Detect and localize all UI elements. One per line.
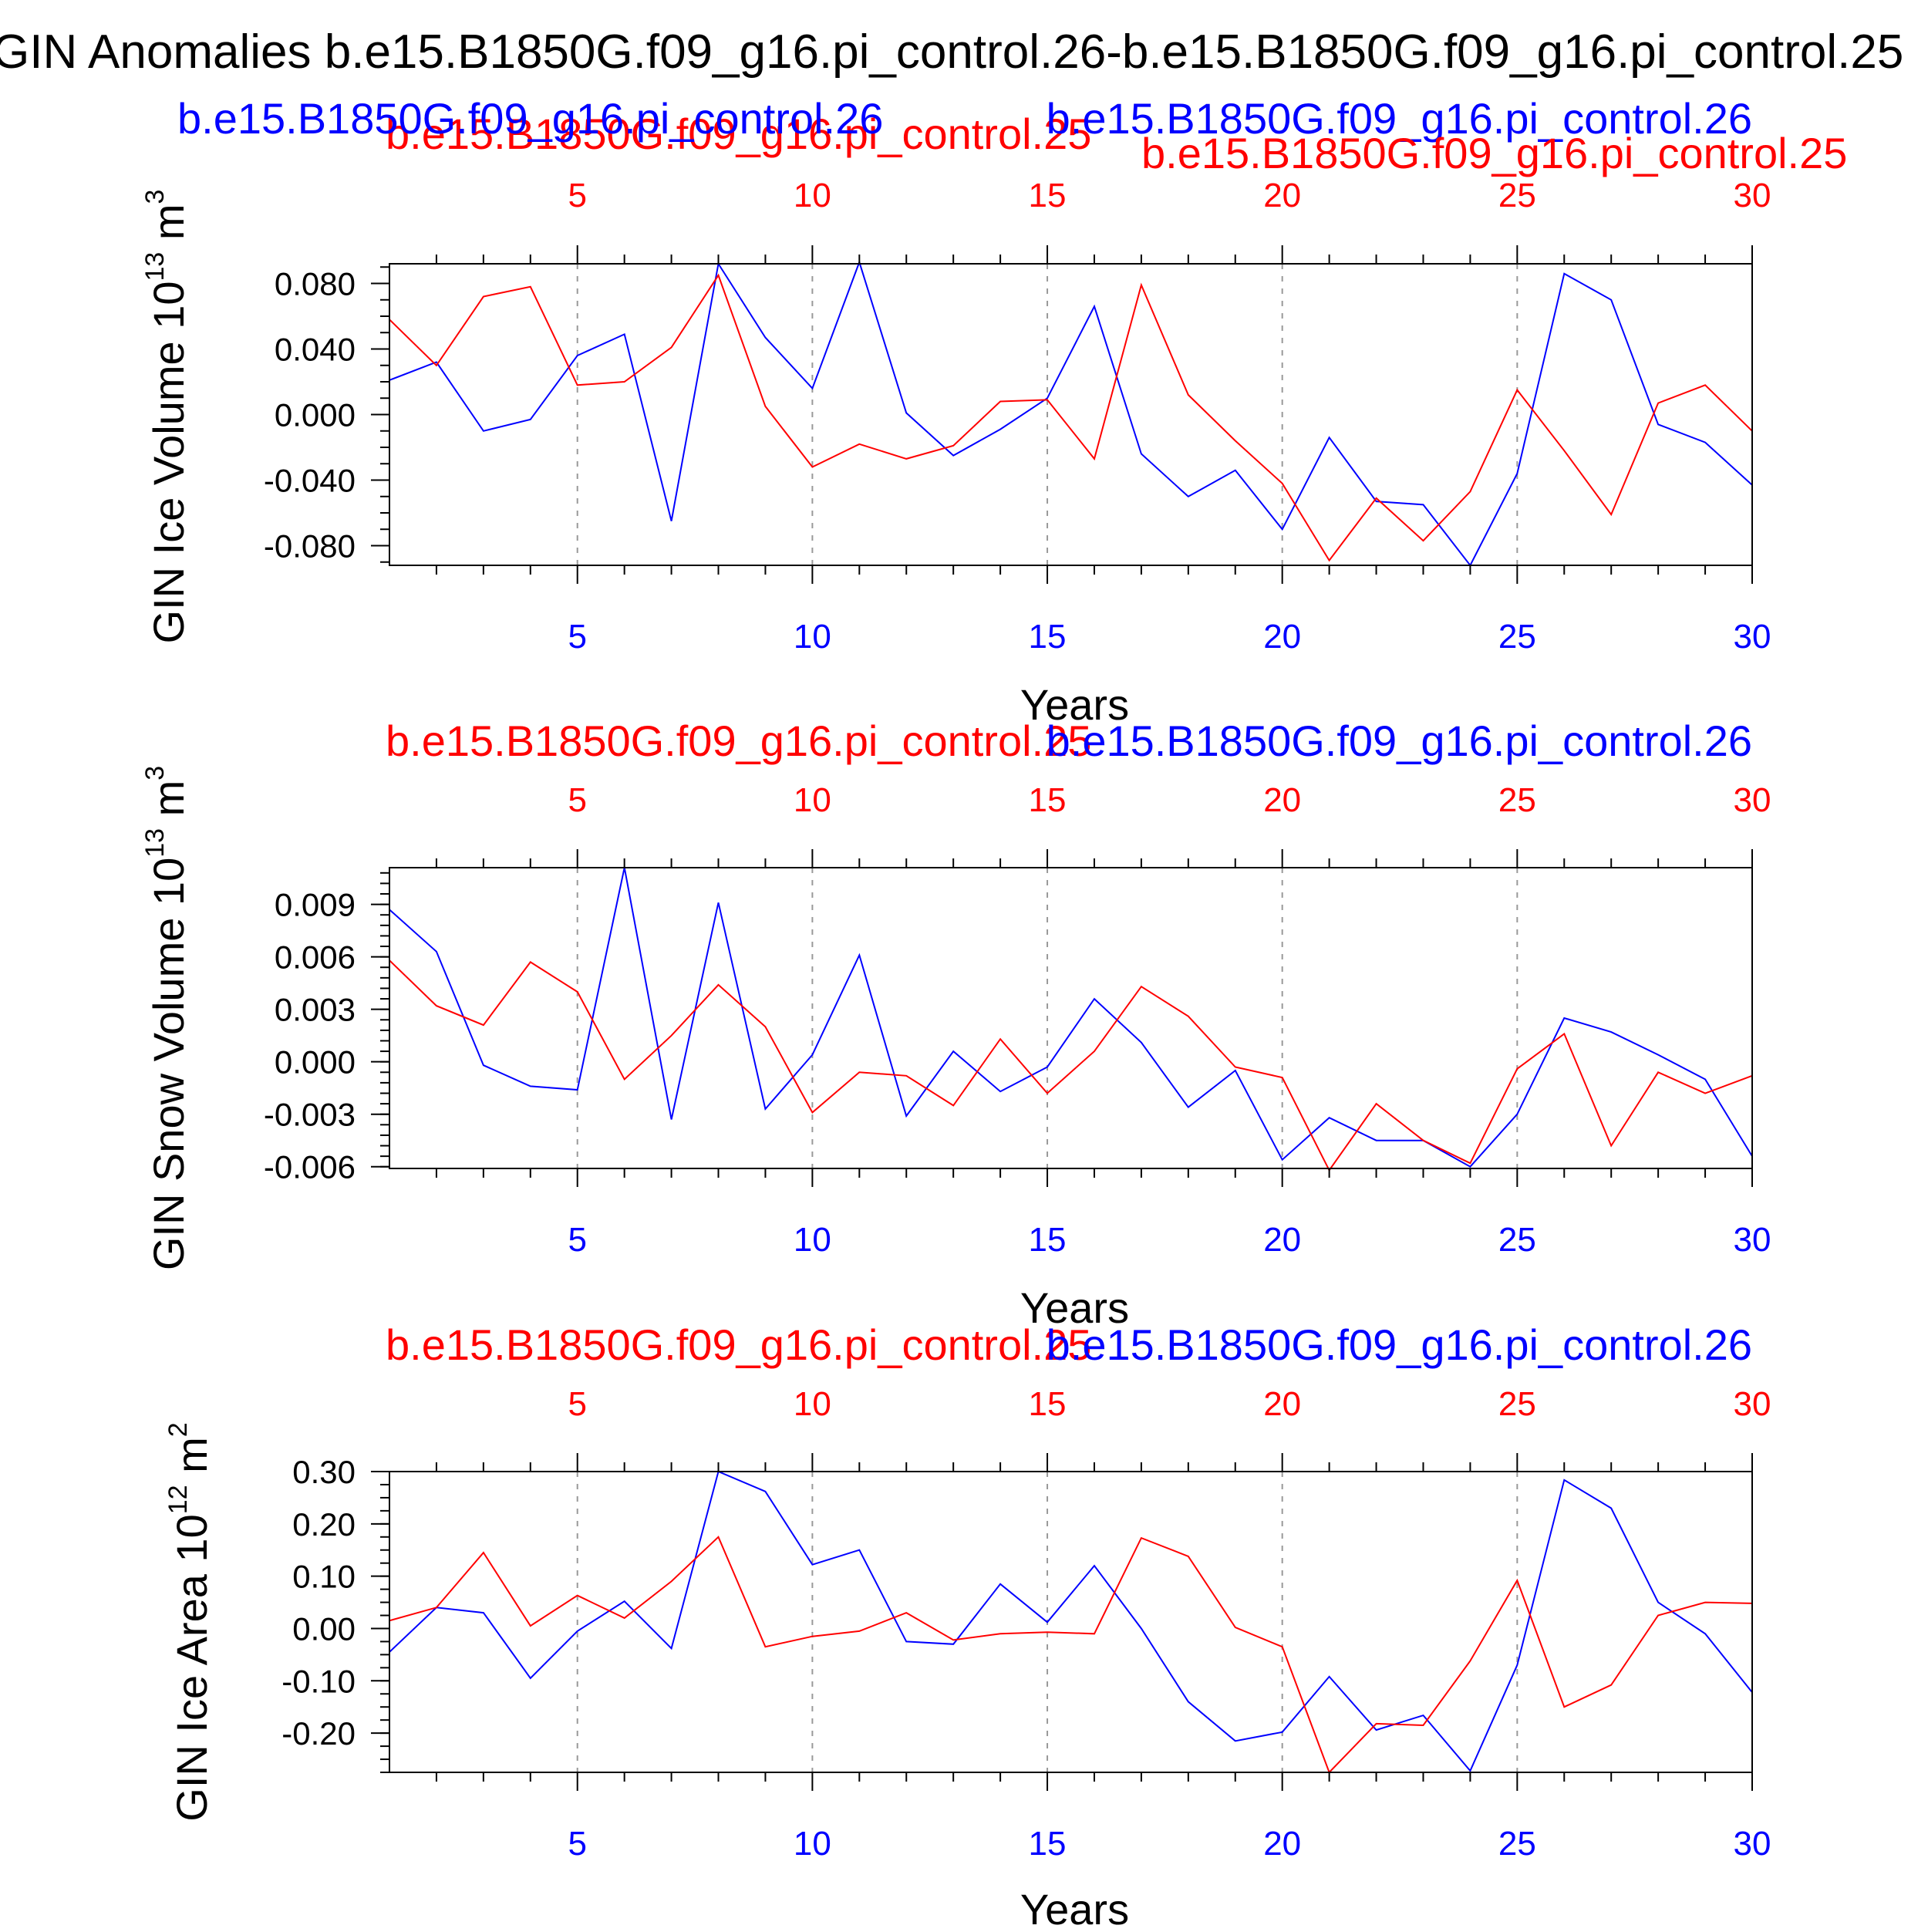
x-tick-label-top: 30 [1734,1385,1771,1423]
x-tick-label-bottom: 20 [1263,618,1301,656]
plot-frame [389,1472,1752,1772]
y-tick-label: 0.000 [275,1044,356,1081]
y-tick-label: 0.20 [292,1506,356,1543]
y-axis-label-part: 13 [140,252,170,282]
x-tick-label-top: 25 [1498,781,1536,819]
y-axis-label-part: GIN Ice Volume 10 [144,281,193,643]
series-line-run25 [389,960,1752,1170]
x-tick-label-top: 5 [568,177,586,214]
x-tick-label-top: 30 [1734,177,1771,214]
y-axis-label-part: 12 [163,1485,193,1514]
x-tick-label-top: 5 [568,781,586,819]
x-tick-label-bottom: 30 [1734,1825,1771,1863]
series-line-run25 [389,1537,1752,1772]
y-tick-label: -0.20 [281,1715,356,1752]
x-tick-label-top: 5 [568,1385,586,1423]
x-tick-label-top: 15 [1029,1385,1067,1423]
panel-2: 5 5 10 10 15 15 20 20 25 25 30 30 -0.006 -0.003 0.000 0… [140,716,1771,1332]
series-title-run26: b.e15.B1850G.f09_g16.pi_control.26 [177,94,883,143]
y-axis-label: GIN Ice Volume 1013 m3 [140,190,193,644]
y-axis-label: GIN Ice Area 1012 m2 [163,1422,216,1821]
x-tick-label-bottom: 25 [1498,618,1536,656]
x-tick-label-bottom: 5 [568,1825,586,1863]
x-tick-label-top: 10 [794,177,831,214]
y-tick-label: 0.080 [275,266,356,302]
series-title-run25: b.e15.B1850G.f09_g16.pi_control.25 [386,1320,1091,1369]
y-tick-label: 0.040 [275,332,356,368]
x-tick-label-top: 20 [1263,781,1301,819]
y-axis-label-part: 3 [140,190,170,204]
y-tick-label: -0.080 [264,528,356,565]
y-axis-label-part: 13 [140,828,170,858]
y-tick-label: -0.006 [264,1149,356,1185]
x-tick-label-bottom: 20 [1263,1221,1301,1259]
x-tick-label-top: 20 [1263,1385,1301,1423]
series-title-run26: b.e15.B1850G.f09_g16.pi_control.26 [1047,1320,1752,1369]
y-tick-label: 0.009 [275,887,356,923]
x-tick-label-top: 25 [1498,1385,1536,1423]
y-tick-label: 0.00 [292,1610,356,1647]
series-line-run26 [389,868,1752,1167]
x-tick-label-bottom: 20 [1263,1825,1301,1863]
x-tick-label-top: 10 [794,781,831,819]
series-line-run25 [389,275,1752,561]
x-tick-label-top: 20 [1263,177,1301,214]
series-line-run26 [389,262,1752,565]
series-title-run26: b.e15.B1850G.f09_g16.pi_control.26 [1047,716,1752,765]
x-tick-label-bottom: 25 [1498,1221,1536,1259]
y-tick-label: -0.003 [264,1097,356,1133]
y-tick-label: 0.006 [275,939,356,976]
y-axis-label-part: 2 [163,1422,193,1437]
x-tick-label-bottom: 15 [1029,1221,1067,1259]
x-tick-label-bottom: 30 [1734,618,1771,656]
y-tick-label: 0.000 [275,397,356,433]
figure-title: GIN Anomalies b.e15.B1850G.f09_g16.pi_co… [0,25,1903,79]
x-tick-label-bottom: 10 [794,1221,831,1259]
y-axis-label-part: 3 [140,766,170,781]
y-axis-label-part: m [144,781,193,828]
y-tick-label: 0.003 [275,992,356,1028]
x-tick-label-bottom: 10 [794,1825,831,1863]
y-tick-label: 0.30 [292,1454,356,1490]
chart-panels: 5510101515202025253030-0.080-0.0400.0000… [140,94,1847,1928]
y-axis-label-part: m [167,1437,216,1485]
y-axis-label-part: GIN Ice Area 10 [167,1514,216,1821]
series-title-run25: b.e15.B1850G.f09_g16.pi_control.25 [386,716,1091,765]
panel-1: 5 5 10 10 15 15 20 20 25 25 30 30 -0.080 -0.040 0.000 0… [140,94,1847,729]
y-axis-label: GIN Snow Volume 1013 m3 [140,766,193,1270]
y-tick-label: 0.10 [292,1559,356,1595]
x-tick-label-bottom: 5 [568,1221,586,1259]
x-tick-label-bottom: 25 [1498,1825,1536,1863]
x-tick-label-bottom: 15 [1029,1825,1067,1863]
y-tick-label: -0.10 [281,1663,356,1699]
plot-frame [389,868,1752,1168]
x-tick-label-bottom: 30 [1734,1221,1771,1259]
y-tick-label: -0.040 [264,463,356,499]
x-tick-label-bottom: 5 [568,618,586,656]
plot-frame [389,264,1752,565]
x-axis-label: Years [1020,1885,1129,1928]
series-title-run25-right: b.e15.B1850G.f09_g16.pi_control.25 [1141,129,1847,177]
x-tick-label-top: 10 [794,1385,831,1423]
y-axis-label-part: m [144,204,193,251]
x-tick-label-top: 15 [1029,177,1067,214]
x-tick-label-bottom: 10 [794,618,831,656]
panel-3: 5 5 10 10 15 15 20 20 25 25 30 30 -0.20 -0.10 0.00 0.10… [163,1320,1771,1928]
x-tick-label-top: 25 [1498,177,1536,214]
series-line-run26 [389,1472,1752,1771]
x-tick-label-top: 15 [1029,781,1067,819]
x-tick-label-top: 30 [1734,781,1771,819]
x-tick-label-bottom: 15 [1029,618,1067,656]
y-axis-label-part: GIN Snow Volume 10 [144,858,193,1270]
